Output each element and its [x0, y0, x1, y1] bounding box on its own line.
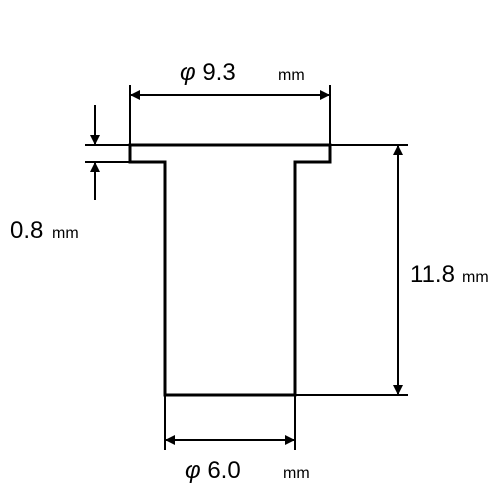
dim-flange-unit: mm: [52, 225, 79, 242]
dim-height: 11.8 mm: [295, 145, 489, 395]
dim-flange-thickness: 0.8 mm: [10, 105, 130, 244]
dim-top-label: φ 9.3: [180, 59, 236, 86]
dim-top-unit: mm: [278, 67, 305, 84]
dim-height-unit: mm: [462, 269, 489, 286]
part-outline: [130, 145, 330, 395]
engineering-drawing: φ 9.3 mm φ 6.0 mm 11.8 mm 0.8 mm: [0, 0, 500, 500]
dim-bottom: φ 6.0 mm: [165, 395, 310, 484]
dim-bottom-unit: mm: [283, 465, 310, 482]
dim-flange-label: 0.8: [10, 217, 43, 244]
dim-height-label: 11.8: [410, 261, 455, 288]
dim-bottom-label: φ 6.0: [185, 457, 241, 484]
dim-top: φ 9.3 mm: [130, 59, 330, 145]
